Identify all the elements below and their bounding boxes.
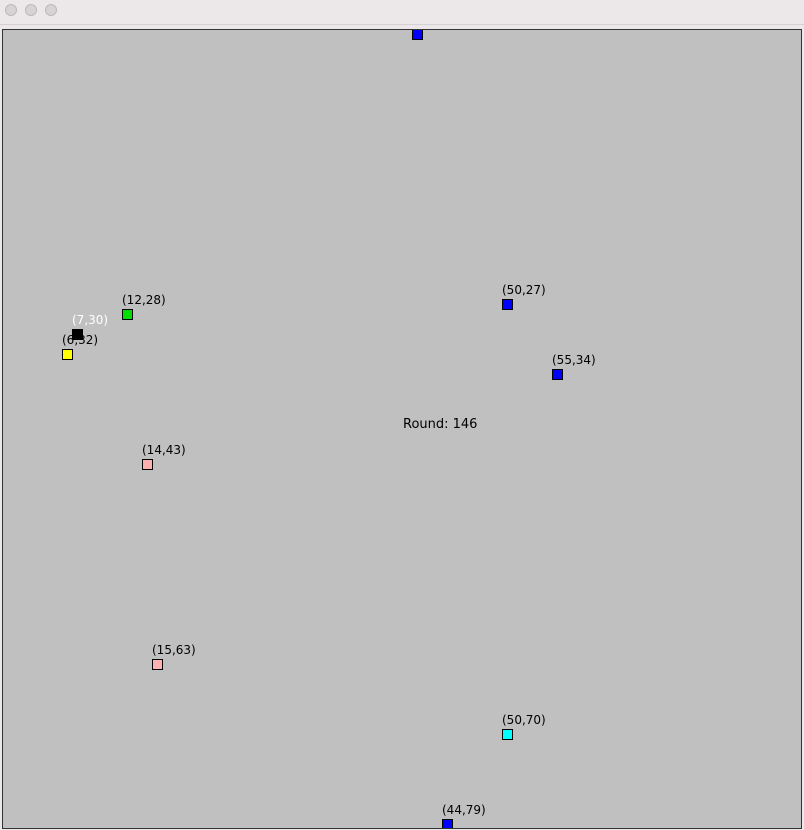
title-bar <box>0 0 804 25</box>
maximize-window-button[interactable] <box>45 4 57 16</box>
close-window-button[interactable] <box>5 4 17 16</box>
agent-marker <box>552 369 563 380</box>
agent-coordinate-label: (15,63) <box>152 643 196 657</box>
agent-coordinate-label: (6,32) <box>62 333 99 347</box>
agent-coordinate-label: (50,27) <box>502 283 546 297</box>
agent-marker <box>152 659 163 670</box>
agent-coordinate-label: (55,34) <box>552 353 596 367</box>
agent-coordinate-label: (50,70) <box>502 713 546 727</box>
agent-marker <box>72 329 83 340</box>
agent: (7,30) <box>72 313 108 341</box>
agent: (55,34) <box>552 353 596 381</box>
agent-marker <box>62 349 73 360</box>
agent-marker <box>502 299 513 310</box>
agent-marker <box>122 309 133 320</box>
agent-marker <box>502 729 513 740</box>
agent: (14,43) <box>142 443 186 471</box>
agent-coordinate-label: (12,28) <box>122 293 166 307</box>
agent-coordinate-label: (14,43) <box>142 443 186 457</box>
agent: (44,79) <box>442 803 486 828</box>
agent-marker <box>412 30 423 40</box>
agent: (15,63) <box>152 643 196 671</box>
agent-coordinate-label: (7,30) <box>72 313 109 327</box>
agent: (6,32) <box>62 333 98 361</box>
agent-marker <box>142 459 153 470</box>
minimize-window-button[interactable] <box>25 4 37 16</box>
agent-marker <box>442 819 453 828</box>
round-counter: Round: 146 <box>403 417 478 432</box>
agent: (50,70) <box>502 713 546 741</box>
agent: (50,27) <box>502 283 546 311</box>
agent: (12,28) <box>122 293 166 321</box>
agent-coordinate-label: (44,79) <box>442 803 486 817</box>
simulation-board: (50,27) (12,28) (7,30) (6,32) (55,34) (1… <box>2 29 802 829</box>
agent <box>412 30 424 41</box>
